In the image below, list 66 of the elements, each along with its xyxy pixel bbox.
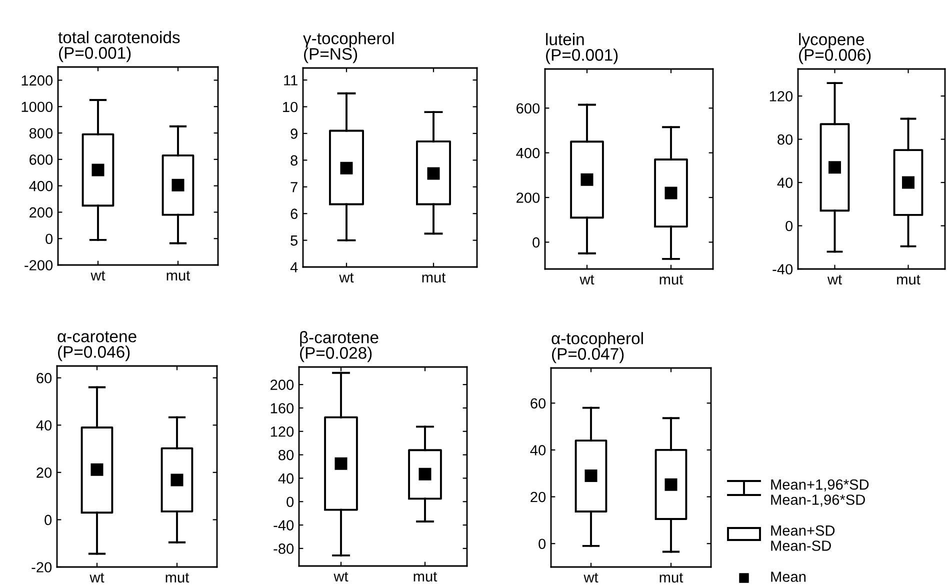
y-tick-label: -40 <box>274 520 294 530</box>
chart-title: lutein (P=0.001) <box>546 33 618 64</box>
x-tick-label: mut <box>897 275 920 285</box>
text: Mean+1,96*SD Mean-1,96*SD <box>771 479 869 507</box>
chart-title: β-carotene (P=0.028) <box>300 331 378 362</box>
y-tick-label: 0 <box>538 538 546 550</box>
y-tick-label: 120 <box>770 91 793 102</box>
x-tick-label: wt <box>334 572 348 582</box>
y-tick-label: 0 <box>532 237 540 248</box>
text: Mean <box>771 572 806 582</box>
y-tick-label: 4 <box>290 262 298 272</box>
x-tick-label: mut <box>422 273 446 283</box>
y-tick-label: 1200 <box>22 75 53 86</box>
y-tick-label: 60 <box>36 372 52 384</box>
y-tick-label: 400 <box>29 180 53 192</box>
y-tick-label: 60 <box>530 398 546 409</box>
text: Mean+SD Mean-SD <box>771 525 835 551</box>
x-tick-label: mut <box>414 572 438 582</box>
x-tick-label: wt <box>90 573 104 583</box>
y-tick-label: 600 <box>516 103 540 114</box>
x-tick-label: mut <box>166 271 190 281</box>
y-tick-label: 0 <box>286 496 294 508</box>
y-tick-label: 400 <box>516 148 540 158</box>
y-tick-label: 40 <box>278 473 294 484</box>
y-tick-label: 200 <box>270 380 294 390</box>
y-tick-label: 10 <box>283 102 298 112</box>
x-tick-label: wt <box>90 271 106 281</box>
x-tick-label: mut <box>660 275 684 285</box>
y-tick-label: 120 <box>270 426 294 437</box>
y-tick-label: 800 <box>29 128 53 138</box>
y-tick-label: 20 <box>530 492 546 502</box>
x-tick-label: wt <box>827 275 842 285</box>
y-tick-label: 20 <box>36 468 52 478</box>
y-tick-label: 0 <box>46 234 53 244</box>
y-tick-label: 7 <box>290 182 298 192</box>
y-tick-label: -20 <box>32 562 52 572</box>
y-tick-label: 0 <box>786 220 793 232</box>
y-tick-label: 40 <box>530 445 546 456</box>
chart-title: α-tocopherol (P=0.047) <box>552 332 643 364</box>
y-tick-label: 40 <box>777 178 793 188</box>
y-tick-label: 200 <box>30 207 53 218</box>
chart-title: total carotenoids (P=0.001) <box>58 31 180 62</box>
chart-title: lycopene (P=0.006) <box>799 33 871 64</box>
y-tick-label: 0 <box>44 514 52 526</box>
x-tick-label: mut <box>660 573 684 583</box>
chart-title: γ-tocopherol (P=NS) <box>303 32 394 64</box>
x-tick-label: wt <box>339 273 354 283</box>
y-tick-label: 8 <box>290 155 298 166</box>
y-tick-label: 200 <box>516 192 540 203</box>
y-tick-label: -80 <box>274 544 294 554</box>
chart-title: α-carotene (P=0.046) <box>58 331 136 362</box>
y-tick-label: 9 <box>290 128 298 139</box>
y-tick-label: 6 <box>290 208 298 220</box>
y-tick-label: 11 <box>284 75 298 86</box>
y-tick-label: 80 <box>278 450 294 460</box>
x-tick-label: mut <box>166 573 190 583</box>
y-tick-label: 160 <box>270 403 294 414</box>
y-tick-label: -200 <box>24 260 53 270</box>
y-tick-label: -40 <box>772 264 793 274</box>
y-tick-label: 1000 <box>22 102 53 112</box>
y-tick-label: 600 <box>30 154 53 165</box>
x-tick-label: wt <box>584 573 598 583</box>
x-tick-label: wt <box>580 275 594 285</box>
y-tick-label: 5 <box>290 236 298 246</box>
y-tick-label: 80 <box>778 134 793 145</box>
y-tick-label: 40 <box>36 420 52 431</box>
